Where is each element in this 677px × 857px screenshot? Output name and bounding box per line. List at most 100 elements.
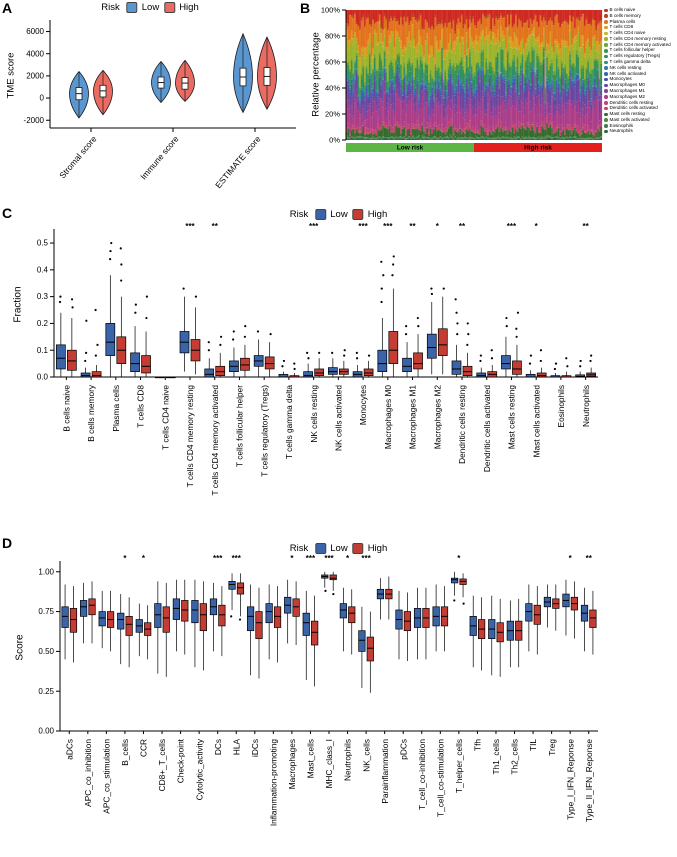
legend-label: Dendritic cells activated <box>609 105 658 111</box>
box <box>255 611 263 640</box>
y-tick-label: 100% <box>321 6 341 15</box>
significance-mark: * <box>569 554 573 563</box>
y-tick-label: 0.2 <box>37 319 49 328</box>
outlier-dot <box>256 330 260 333</box>
x-category-label: Neutrophils <box>343 739 353 781</box>
x-category-label: Macrophages <box>287 739 297 789</box>
cell-type-legend-item: T cells follicular helper <box>604 48 671 53</box>
box <box>575 374 585 378</box>
legend-dot-icon <box>604 20 608 24</box>
box <box>501 355 511 370</box>
outlier-dot <box>232 338 235 341</box>
legend-dot-icon <box>604 124 608 128</box>
box <box>377 349 388 372</box>
box <box>348 606 356 624</box>
significance-mark: *** <box>309 222 319 231</box>
risk-group-label: High risk <box>524 145 552 152</box>
box <box>366 636 374 662</box>
legend-dot-icon <box>604 106 608 111</box>
outlier-dot <box>392 263 395 266</box>
outlier-dot <box>589 359 592 363</box>
outlier-dot <box>94 308 97 312</box>
outlier-dot <box>293 367 296 371</box>
outlier-dot <box>382 274 385 277</box>
outlier-dot <box>85 351 88 354</box>
significance-mark: * <box>457 554 461 563</box>
outlier-dot <box>516 311 520 314</box>
outlier-dot <box>479 354 482 357</box>
box <box>91 371 102 378</box>
cell-type-legend-item: T cells CD4 naive <box>604 31 671 36</box>
outlier-dot <box>462 602 465 605</box>
x-category-label: pDCs <box>398 739 408 760</box>
box <box>246 606 255 632</box>
significance-mark: ** <box>212 222 219 231</box>
x-category-label: T_cell_co-inhibition <box>417 739 427 810</box>
significance-mark: *** <box>361 554 371 563</box>
y-tick-label: 0.75 <box>38 607 54 616</box>
risk-group-label: Low risk <box>397 145 424 152</box>
box <box>61 606 69 628</box>
box <box>426 333 437 359</box>
outlier-dot <box>417 324 420 328</box>
y-tick-label: 0.5 <box>37 239 49 248</box>
x-category-label: T_cell_co-stimulation <box>435 739 445 817</box>
cell-type-legend-item: Macrophages M2 <box>604 94 671 100</box>
panel-a: A Risk Low High TME score -2000 0 2000 4000… <box>0 0 300 205</box>
risk-high-swatch-icon <box>164 2 176 13</box>
x-category-label: T_helper_cells <box>454 739 464 793</box>
x-category-label: Type_II_IFN_Reponse <box>584 739 594 822</box>
x-category-label: Stromal score <box>57 134 99 181</box>
risk-legend-title: Risk <box>101 2 120 13</box>
box <box>228 580 236 590</box>
outlier-dot <box>109 249 112 253</box>
y-tick-label: 0% <box>329 136 340 145</box>
legend-dot-icon <box>604 31 608 36</box>
outlier-dot <box>355 351 358 354</box>
cell-type-legend-item: B cells memory <box>604 13 671 19</box>
outlier-dot <box>85 319 88 322</box>
box <box>363 368 374 377</box>
outlier-dot <box>430 292 433 296</box>
box <box>303 371 313 378</box>
y-tick-label: 0.00 <box>38 727 54 736</box>
box <box>437 328 448 356</box>
legend-dot-icon <box>604 89 608 93</box>
legend-dot-icon <box>604 101 608 105</box>
cell-type-legend-item: Macrophages M0 <box>604 83 671 88</box>
outlier-dot <box>71 306 74 309</box>
y-tick-label: 0 <box>40 94 45 103</box>
outlier-dot <box>528 362 532 365</box>
significance-mark: *** <box>232 554 242 563</box>
outlier-dot <box>134 303 137 306</box>
legend-dot-icon <box>604 25 608 30</box>
outlier-dot <box>318 351 321 354</box>
box <box>218 604 226 627</box>
outlier-dot <box>430 287 433 290</box>
box <box>125 616 133 636</box>
box <box>525 603 533 622</box>
panel-a-violin-chart: -2000 0 2000 4000 6000 Stromal score Immune sc… <box>24 20 296 190</box>
box <box>215 365 226 377</box>
outlier-dot <box>505 316 508 320</box>
x-category-label: Check-point <box>176 738 186 783</box>
y-tick-label: 0.4 <box>37 265 49 274</box>
outlier-dot <box>355 357 359 360</box>
outlier-dot <box>455 311 458 314</box>
legend-dot-icon <box>604 83 608 88</box>
legend-label: T cells CD4 memory resting <box>609 35 667 41</box>
box <box>80 372 91 378</box>
box <box>56 344 66 370</box>
legend-label: Macrophages M1 <box>609 87 646 93</box>
cell-type-legend-item: T cells CD4 memory resting <box>604 35 671 42</box>
box <box>199 603 207 632</box>
box <box>88 598 96 616</box>
x-category-label: Eosinophils <box>556 385 566 427</box>
significance-mark: *** <box>185 222 195 231</box>
outlier-dot <box>404 333 408 336</box>
cell-type-legend-item: T cells regulatory (Tregs) <box>604 54 671 59</box>
box <box>388 331 399 364</box>
x-category-label: B_cells <box>120 739 130 766</box>
y-tick-label: 0.0 <box>37 373 49 382</box>
x-category-label: NK cells resting <box>309 385 319 443</box>
